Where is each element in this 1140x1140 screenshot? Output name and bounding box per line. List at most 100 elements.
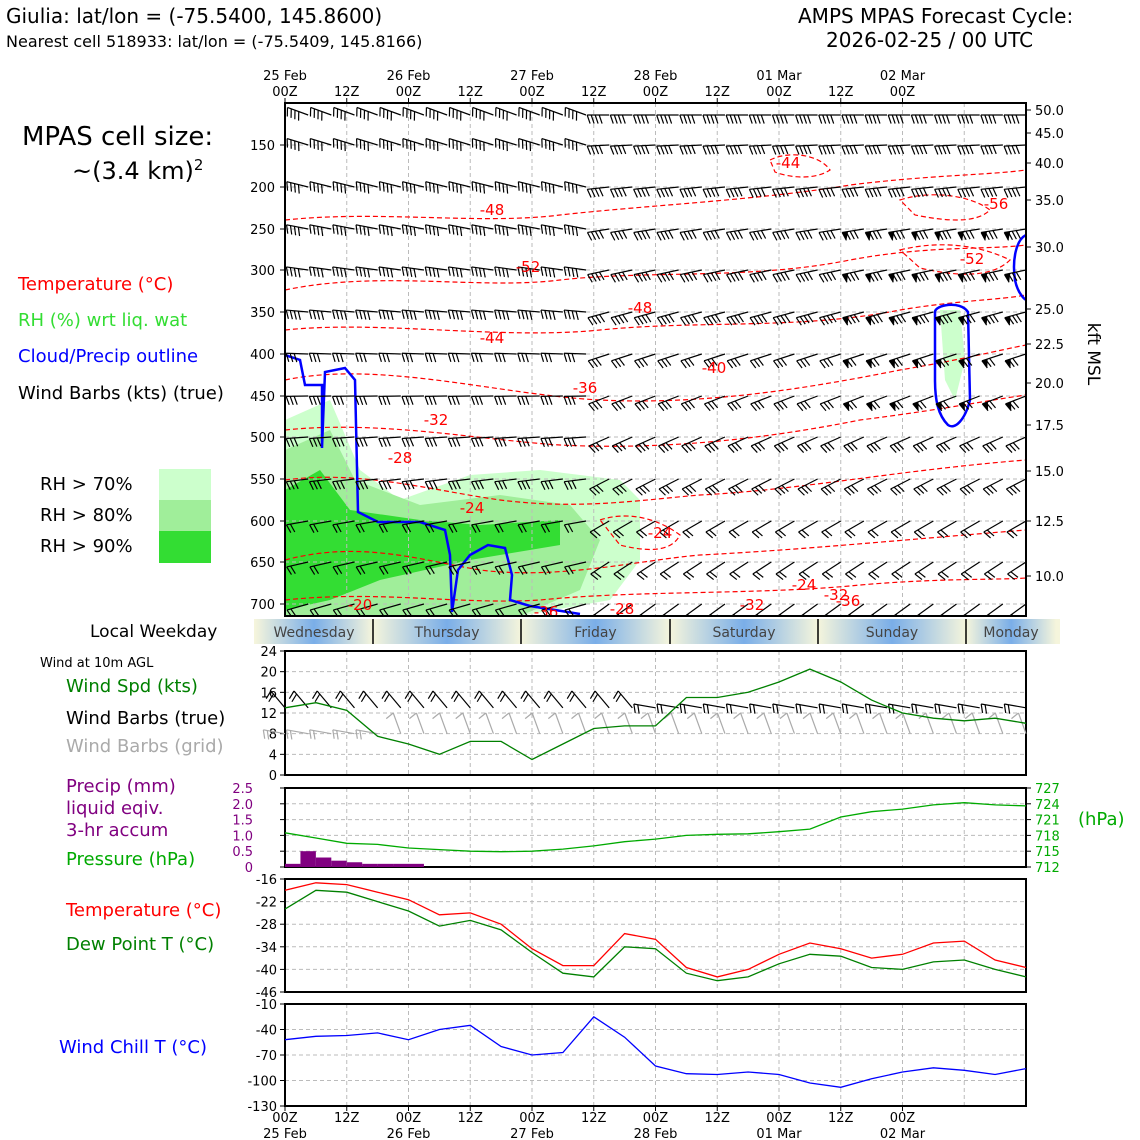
wind-barb-feather	[823, 443, 831, 452]
wind-barb	[959, 478, 980, 490]
wind-barb-feather	[363, 437, 368, 447]
kft-tick-label: 30.0	[1035, 241, 1064, 256]
wind-barb-feather	[540, 309, 544, 319]
wind-barb-feather	[309, 524, 315, 533]
legend-barbs: Wind Barbs (kts) (true)	[18, 383, 224, 404]
wind-barb-feather	[610, 317, 617, 326]
wind-barb-feather	[447, 353, 452, 363]
wind-barb	[332, 520, 355, 526]
wind-barb-feather	[784, 271, 790, 281]
wind-barb-feather	[540, 481, 546, 491]
wind-barb-feather	[386, 267, 390, 278]
wind-barb-feather	[687, 315, 694, 324]
wind-barb-feather	[548, 183, 551, 193]
wind-barb-feather	[332, 224, 335, 234]
wind-barb-feather	[428, 353, 433, 363]
wind-barb-feather	[707, 316, 714, 325]
wind-barb-feather	[933, 114, 939, 124]
wind-barb	[541, 603, 564, 611]
wind-barb	[285, 114, 286, 115]
grid-wind-barb-feather	[266, 730, 270, 740]
weekday-name: Friday	[574, 625, 616, 641]
wind-barb-feather	[1011, 114, 1016, 124]
wind-barb-pennant	[935, 358, 942, 368]
bottom-hour-label: 00Z	[519, 1111, 545, 1126]
wind-barb-feather	[661, 402, 669, 410]
wind-barb-feather	[750, 403, 757, 412]
precip-bar	[285, 863, 301, 867]
wind-barb-feather	[823, 359, 830, 368]
wind-barb	[401, 436, 424, 440]
wind-barb-feather	[308, 438, 314, 448]
wind-barb-feather	[521, 565, 528, 575]
wind-barb-feather	[589, 488, 597, 496]
wind-barb-feather	[386, 437, 391, 447]
wind-barb-feather	[592, 486, 601, 494]
wind-barb-feather	[599, 314, 606, 323]
wind-barb-feather	[871, 571, 880, 578]
surface-wind-barb-feather	[845, 704, 849, 714]
temperature-panel-ytick-label: -34	[256, 941, 277, 956]
wind-barb-feather	[824, 529, 833, 537]
wind-barb	[379, 106, 401, 116]
wind-barb-feather	[751, 531, 760, 539]
grid-wind-barb-feather	[289, 730, 293, 740]
wind-barb-feather	[471, 266, 474, 276]
wind-barb-feather	[891, 188, 897, 198]
wind-barb-feather	[780, 315, 787, 324]
chart-elements: 15020025030035040045050055060065070050.0…	[232, 69, 1103, 1140]
wind-barb-feather	[313, 523, 319, 533]
wind-barb-feather	[887, 114, 892, 124]
wind-barb-feather	[598, 145, 604, 155]
wind-barb-feather	[413, 227, 416, 237]
windchill-panel-ytick-label: -10	[256, 998, 277, 1013]
wind-barb	[541, 561, 564, 568]
grid-wind-barb-feather	[547, 712, 556, 720]
wind-barb-feather	[780, 272, 786, 281]
wind-barb	[588, 395, 610, 405]
wind-barb-feather	[900, 314, 907, 323]
wind-barb-feather	[945, 114, 951, 124]
wind-barb-feather	[645, 187, 650, 197]
wind-barb	[798, 561, 818, 575]
wind-barb	[425, 603, 448, 611]
wind-barb-feather	[447, 266, 451, 276]
wind-barb	[934, 269, 957, 276]
wind-barb-feather	[992, 230, 998, 239]
wind-barb	[587, 311, 610, 319]
wind-barb	[819, 269, 841, 276]
surface-wind-barb-feather	[592, 693, 599, 703]
wind-barb-feather	[749, 232, 755, 241]
wind-barb-feather	[660, 114, 665, 124]
wind-barb-feather	[775, 145, 781, 155]
surface-wind-barb-feather	[660, 704, 663, 714]
top-hour-label: 00Z	[272, 85, 298, 100]
wind-barb-feather	[552, 184, 555, 194]
wind-barb-feather	[775, 114, 780, 124]
wind-barb	[286, 603, 309, 611]
wind-barb-feather	[920, 442, 928, 450]
surface-wind-barb	[703, 703, 726, 709]
wind-barb-feather	[331, 438, 337, 448]
wind-barb-feather	[544, 565, 551, 575]
wind-barb	[495, 181, 517, 188]
surface-wind-barb-feather	[268, 693, 274, 703]
wind-barb-feather	[733, 230, 740, 240]
kft-axis-label: kft MSL	[1083, 323, 1103, 386]
wind-barb-feather	[714, 145, 719, 155]
wind-barb-feather	[942, 188, 947, 197]
wind-barb-feather	[610, 274, 616, 283]
top-date-label: 27 Feb	[510, 69, 554, 84]
wind-barb-feather	[910, 189, 916, 198]
temperature-contour	[898, 194, 991, 221]
wind-barb-feather	[471, 181, 474, 191]
wind-barb-feather	[632, 114, 637, 124]
wind-barb-feather	[965, 272, 972, 281]
wind-barb-feather	[760, 271, 767, 281]
wind-barb-feather	[937, 114, 943, 124]
wind-barb-feather	[409, 353, 414, 363]
wind-barb	[866, 436, 888, 447]
grid-wind-barb	[286, 729, 309, 735]
wind-barb	[1007, 561, 1026, 575]
wind-barb-feather	[819, 403, 827, 412]
